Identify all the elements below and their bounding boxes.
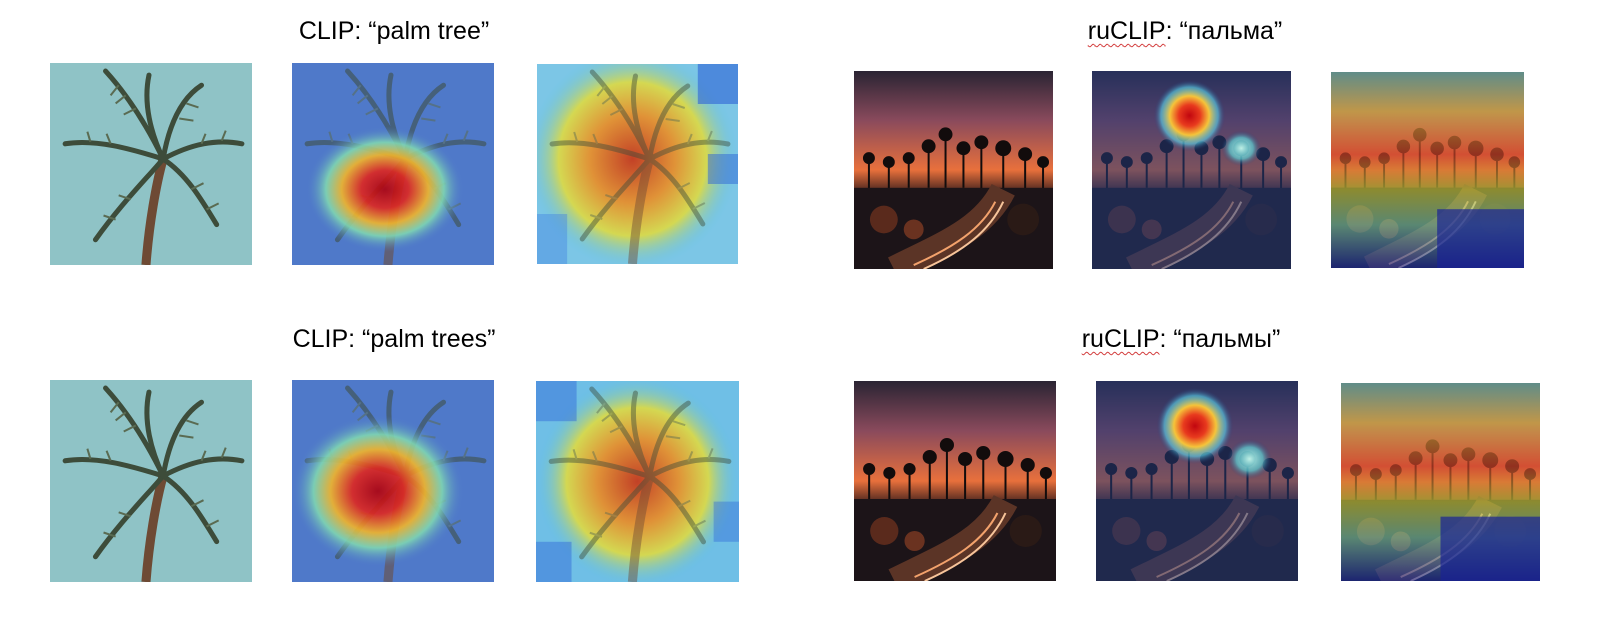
clip-palm-tree-title: CLIP: “palm tree” [299, 16, 489, 46]
sunset-attention-heatmap [1331, 72, 1524, 268]
ruclip-palma-title: ruCLIP: “пальма” [1088, 16, 1283, 46]
model-name: ruCLIP [1087, 17, 1166, 45]
prompt-text: : “пальмы” [1159, 325, 1281, 353]
prompt-text: : “palm tree” [354, 17, 490, 45]
prompt-text: : “пальма” [1165, 17, 1283, 45]
sunset-original-image-2 [854, 381, 1056, 581]
ruclip-palmy-title: ruCLIP: “пальмы” [1082, 324, 1281, 354]
palm-attention-heatmap [537, 64, 738, 264]
palm-gradcam-heatmap-2 [292, 380, 494, 582]
sunset-attention-heatmap-2 [1341, 383, 1540, 581]
sunset-original-image [854, 71, 1053, 269]
sunset-gradcam-heatmap [1092, 71, 1291, 269]
palm-gradcam-heatmap [292, 63, 494, 265]
clip-palm-trees-title: CLIP: “palm trees” [293, 324, 496, 354]
palm-attention-heatmap-2 [536, 381, 739, 582]
model-name: CLIP [298, 17, 355, 45]
prompt-text: : “palm trees” [348, 325, 496, 353]
model-name: ruCLIP [1081, 325, 1160, 353]
model-name: CLIP [292, 325, 349, 353]
sunset-gradcam-heatmap-2 [1096, 381, 1298, 581]
palm-original-image [50, 63, 252, 265]
palm-original-image-2 [50, 380, 252, 582]
